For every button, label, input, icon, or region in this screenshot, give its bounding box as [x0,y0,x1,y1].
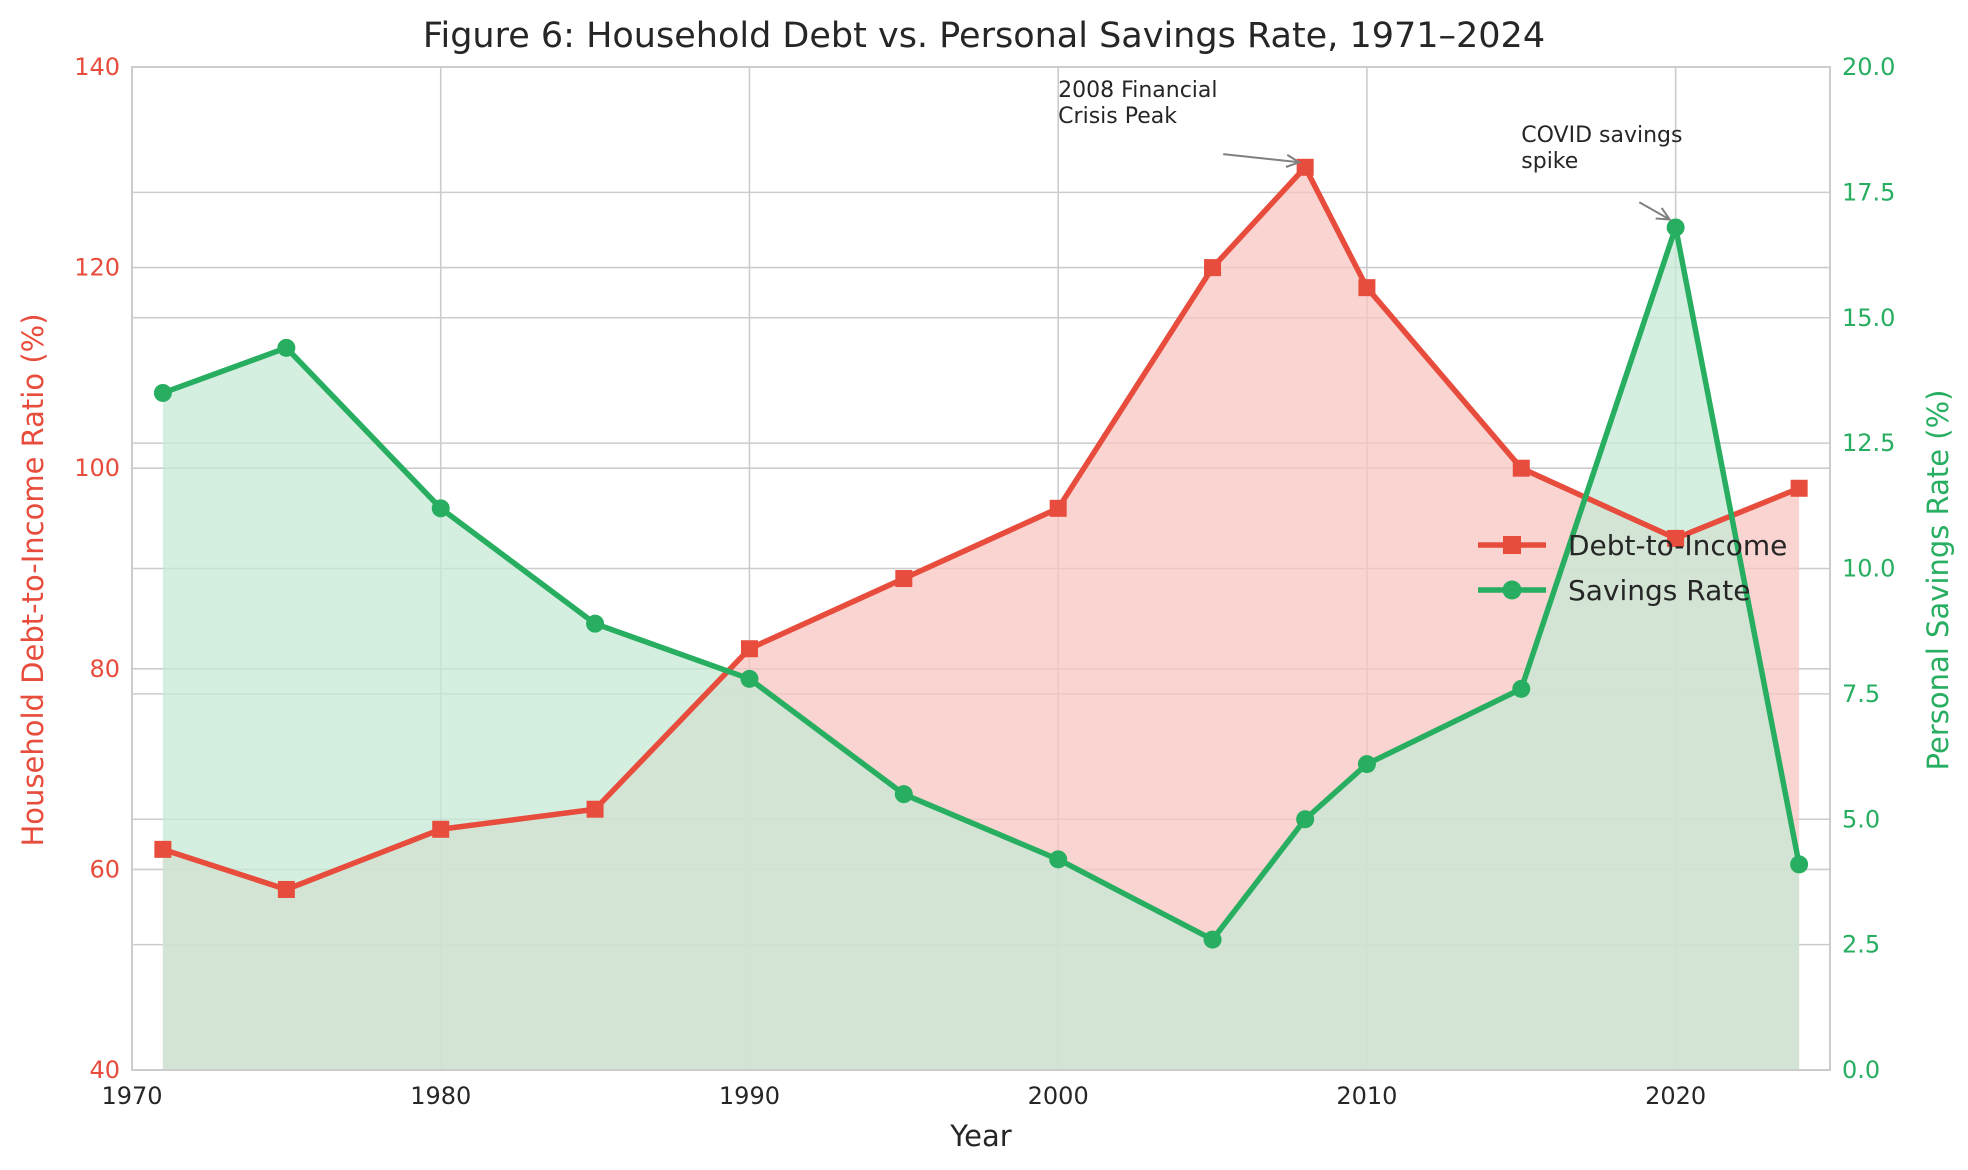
data-point-savings [586,614,605,633]
data-point-savings [1512,679,1531,698]
annotation-text: 2008 Financial [1058,78,1217,103]
y-right-tick-label: 15.0 [1842,304,1895,332]
data-point-savings [431,499,450,518]
annotation-arrow [1638,201,1671,221]
x-tick-label: 2020 [1645,1082,1706,1110]
x-tick-label: 2000 [1028,1082,1089,1110]
data-point-debt [895,570,913,588]
y-right-tick-label: 5.0 [1842,805,1880,833]
data-point-savings [1790,855,1809,874]
annotation-text: Crisis Peak [1058,104,1177,129]
data-point-debt [1204,259,1222,277]
chart-title: Figure 6: Household Debt vs. Personal Sa… [423,16,1545,56]
data-point-debt [586,800,604,818]
data-point-debt [154,840,172,858]
data-point-debt [1296,158,1314,176]
axes: 1970 1980 1990 2000 2010 2020 40 60 80 100 120 140 0… [74,53,1895,1110]
data-point-debt [1667,529,1685,547]
area-fills [162,167,1800,1071]
x-tick-label: 1980 [410,1082,471,1110]
x-tick-label: 2010 [1336,1082,1397,1110]
annotation-arrow [1223,153,1300,164]
data-point-savings [277,338,296,357]
y-right-tick-label: 12.5 [1842,429,1895,457]
y-left-tick-label: 120 [74,254,120,282]
area-fill-1 [162,227,1800,1071]
y-axis-right-title: Personal Savings Rate (%) [1921,390,1955,771]
data-point-debt [432,820,450,838]
data-point-debt [1358,279,1376,297]
y-right-tick-label: 0.0 [1842,1056,1880,1084]
y-right-tick-label: 2.5 [1842,931,1880,959]
y-right-tick-label: 7.5 [1842,680,1880,708]
legend[interactable]: Debt-to-Income Savings Rate [1478,529,1787,607]
x-tick-label: 1970 [101,1082,162,1110]
data-point-savings [740,669,759,688]
x-tick-label: 1990 [719,1082,780,1110]
y-right-tick-label: 20.0 [1842,53,1895,81]
data-point-savings [1666,218,1685,237]
legend-label: Savings Rate [1568,574,1751,607]
annotation-arrowhead [1655,207,1672,221]
annotation-arrowhead [1285,154,1302,168]
legend-marker-square [1503,536,1521,554]
y-left-tick-label: 140 [74,53,120,81]
data-point-savings [894,785,913,804]
data-point-debt [1512,459,1530,477]
y-left-tick-label: 100 [74,454,120,482]
data-point-debt [277,880,295,898]
y-left-tick-label: 60 [89,855,120,883]
y-left-tick-label: 40 [89,1056,120,1084]
data-point-debt [1049,499,1067,517]
legend-label: Debt-to-Income [1568,529,1787,562]
data-point-savings [1357,755,1376,774]
data-point-debt [1790,479,1808,497]
legend-marker-circle [1502,580,1522,600]
data-point-debt [740,640,758,658]
data-point-savings [1203,930,1222,949]
data-point-savings [153,383,172,402]
y-axis-left-title: Household Debt-to-Income Ratio (%) [16,313,50,846]
data-point-savings [1049,850,1068,869]
y-right-tick-label: 10.0 [1842,555,1895,583]
data-point-savings [1296,810,1315,829]
annotation-text: spike [1521,149,1578,174]
x-axis-title: Year [949,1119,1011,1153]
annotation-text: COVID savings [1521,123,1682,148]
y-left-tick-label: 80 [89,655,120,683]
y-right-tick-label: 17.5 [1842,178,1895,206]
series-markers [153,158,1809,949]
plot-frame [131,66,1831,1071]
